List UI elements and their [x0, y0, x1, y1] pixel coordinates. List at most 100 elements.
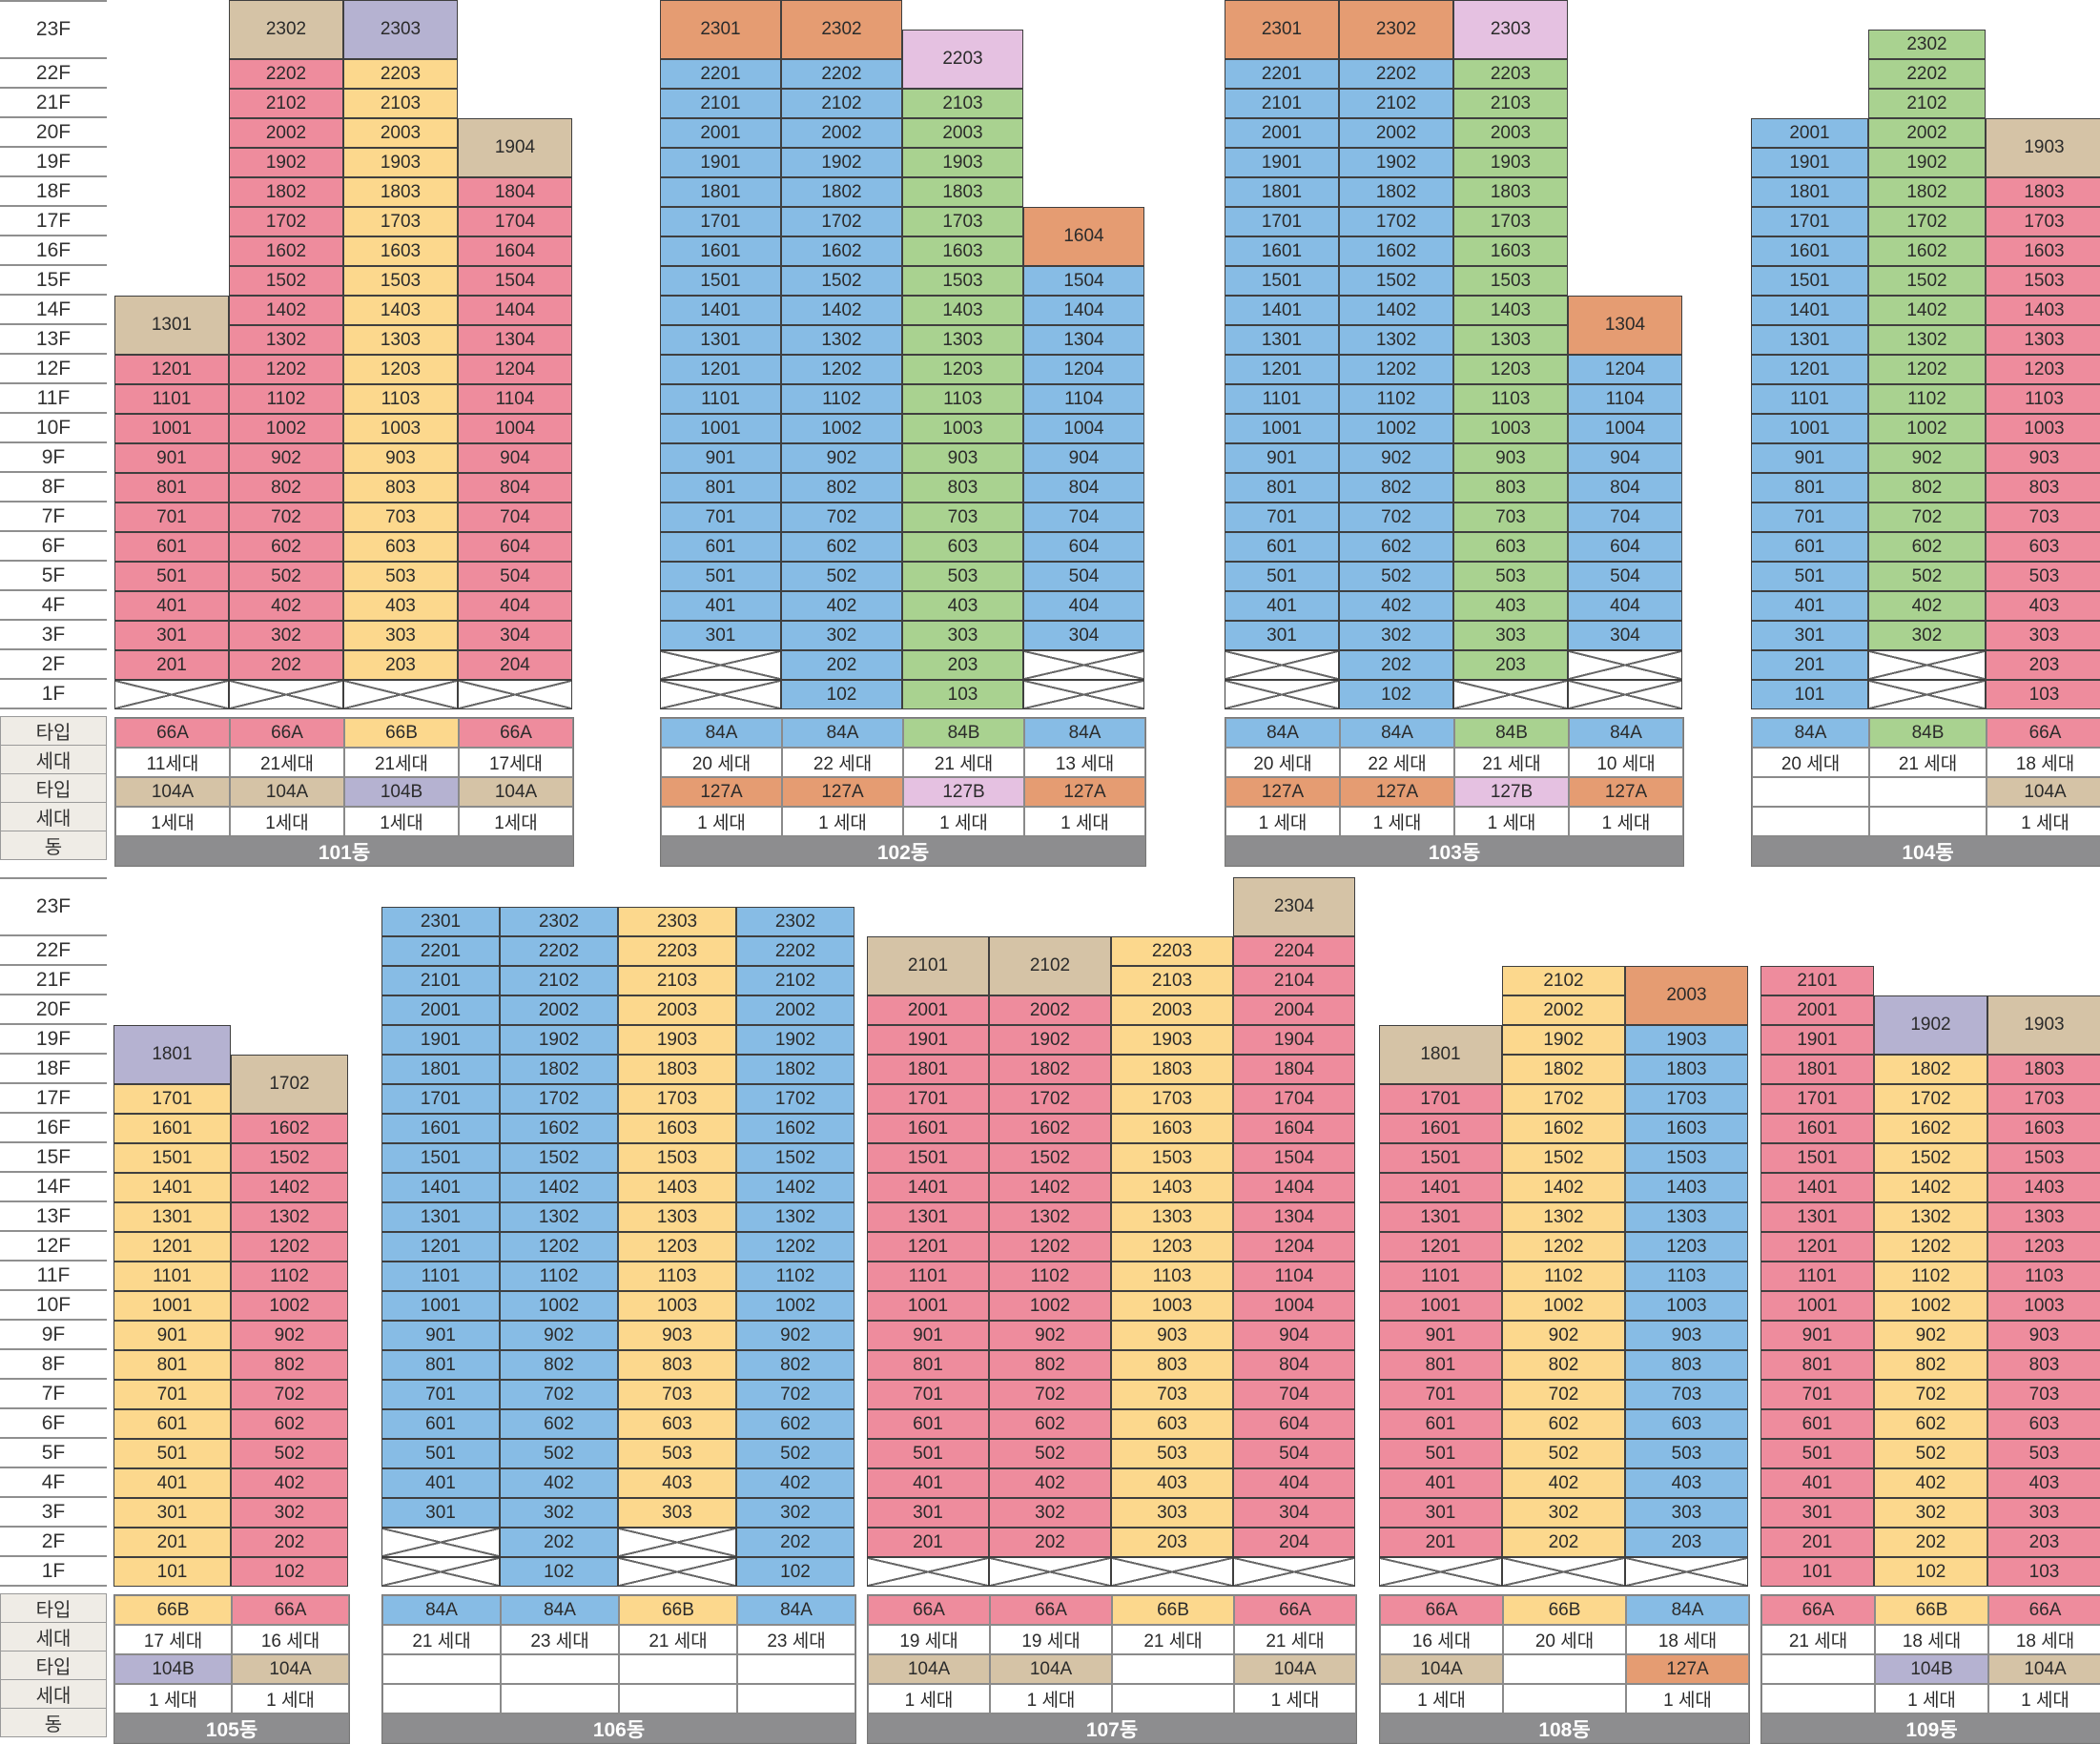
unit-cell: 1102	[231, 1262, 348, 1291]
unit-cell: 1903	[343, 148, 458, 177]
unit-cell: 1701	[1760, 1084, 1874, 1114]
unit-cell: 803	[1986, 473, 2100, 503]
floor-label: 19F	[0, 1025, 107, 1055]
floor-label: 21F	[0, 966, 107, 995]
unit-cell: 904	[458, 443, 572, 473]
unit-cell: 603	[1987, 1409, 2100, 1439]
unit-cell: 301	[381, 1498, 500, 1528]
unit-cell: 302	[736, 1498, 854, 1528]
unit-cell: 1702	[989, 1084, 1111, 1114]
unit-cell: 1402	[989, 1173, 1111, 1202]
unit-cell: 2002	[1502, 995, 1625, 1025]
unit-cell: 604	[458, 532, 572, 562]
unit-cell: 1602	[1502, 1114, 1625, 1143]
unit-cell: 1201	[867, 1232, 989, 1262]
unit-cell: 901	[113, 1321, 231, 1350]
unit-cell: 1503	[902, 266, 1023, 296]
unit-cell: 402	[1868, 591, 1986, 621]
unit-cell: 502	[989, 1439, 1111, 1468]
unit-cell: 703	[343, 503, 458, 532]
unit-cell: 404	[1023, 591, 1144, 621]
unit-cell: 1703	[343, 207, 458, 236]
unit-cell: 1201	[113, 1232, 231, 1262]
unit-cell: 2202	[1339, 59, 1453, 89]
unit-cell: 401	[1225, 591, 1339, 621]
household-count-cell: 17세대	[459, 748, 573, 777]
unit-cell: 503	[1987, 1439, 2100, 1468]
unit-cell: 1501	[113, 1143, 231, 1173]
unit-cell: 902	[1339, 443, 1453, 473]
floor-label: 8F	[0, 1350, 107, 1380]
unit-cell: 903	[1987, 1321, 2100, 1350]
floor-label: 8F	[0, 473, 107, 503]
household-count-cell: 21세대	[230, 748, 344, 777]
unit-cell: 1503	[618, 1143, 736, 1173]
household-count-cell	[1869, 807, 1987, 836]
unit-cell: 901	[1760, 1321, 1874, 1350]
unit-cell: 1603	[902, 236, 1023, 266]
unit-cell: 1401	[1379, 1173, 1502, 1202]
household-count-cell	[1112, 1684, 1234, 1713]
unit-cell: 503	[1111, 1439, 1233, 1468]
unit-cell: 1803	[618, 1055, 736, 1084]
unit-cell: 1803	[902, 177, 1023, 207]
unit-cell: 201	[1379, 1528, 1502, 1557]
unit-cell: 904	[1568, 443, 1682, 473]
unit-cell: 1902	[1339, 148, 1453, 177]
household-count-cell: 19 세대	[868, 1625, 990, 1654]
unit-type-cell: 66A	[230, 718, 344, 748]
unit-cell: 904	[1233, 1321, 1355, 1350]
unit-cell: 701	[113, 1380, 231, 1409]
unit-cell: 1304	[458, 325, 572, 355]
unit-type-cell: 66A	[232, 1595, 349, 1625]
unit-cell: 1101	[1379, 1262, 1502, 1291]
unit-cell: 503	[902, 562, 1023, 591]
unit-cell: 1803	[1111, 1055, 1233, 1084]
unit-cell: 1301	[114, 296, 229, 355]
unit-cell: 601	[660, 532, 781, 562]
unit-cell: 1001	[1760, 1291, 1874, 1321]
unit-cell: 1703	[1625, 1084, 1748, 1114]
building-summary: 84A 84A 84B 84A 20 세대 22 세대 21 세대 10 세대 127A 127A…	[1225, 717, 1684, 867]
unit-cell: 403	[1625, 1468, 1748, 1498]
unit-type-cell: 104A	[990, 1654, 1112, 1684]
unit-cell: 1003	[902, 414, 1023, 443]
unit-cell: 803	[1111, 1350, 1233, 1380]
unit-cell: 1801	[1225, 177, 1339, 207]
unit-grid: 2301 2201 2101 2001 1901 1801 1701 1601 1501 1401…	[1225, 0, 1684, 709]
unit-cell: 1601	[113, 1114, 231, 1143]
unit-cell: 602	[989, 1409, 1111, 1439]
unit-cell: 1501	[1379, 1143, 1502, 1173]
unit-cell: 1702	[231, 1055, 348, 1114]
unit-type-cell: 84A	[1569, 718, 1683, 748]
unit-cell: 1402	[1502, 1173, 1625, 1202]
unit-cell: 501	[381, 1439, 500, 1468]
unit-cell: 1402	[229, 296, 343, 325]
unit-cell: 302	[989, 1498, 1111, 1528]
summary-row-label: 동	[0, 1708, 107, 1737]
unit-cell: 1003	[618, 1291, 736, 1321]
unit-cell: 1703	[1987, 1084, 2100, 1114]
unit-cell: 2003	[1453, 118, 1568, 148]
unit-cell: 2103	[343, 89, 458, 118]
floor-label: 3F	[0, 1498, 107, 1528]
floor-label: 14F	[0, 1173, 107, 1202]
unit-grid: 2301 2201 2101 2001 1901 1801 1701 1601 1501 1401…	[660, 0, 1146, 709]
unit-type-cell: 127A	[1024, 777, 1145, 807]
unit-cell: 1603	[1111, 1114, 1233, 1143]
unit-cell: 603	[1111, 1409, 1233, 1439]
no-unit-cell	[1502, 1557, 1625, 1587]
unit-cell: 2103	[618, 966, 736, 995]
unit-cell: 1904	[1233, 1025, 1355, 1055]
unit-grid: 2301 2201 2101 2001 1901 1801 1701 1601 1501 1401…	[381, 877, 856, 1587]
building-summary: 66A 66A 66B 66A 19 세대 19 세대 21 세대 21 세대 104A 104A…	[867, 1594, 1357, 1744]
floor-axis: 23F 22F 21F 20F 19F 18F 17F 16F 15F 14F 13F 12F 11F 1…	[0, 0, 107, 860]
unit-type-cell: 66B	[1503, 1595, 1626, 1625]
unit-cell: 1604	[1023, 207, 1144, 266]
unit-cell: 703	[618, 1380, 736, 1409]
unit-cell: 1303	[1111, 1202, 1233, 1232]
unit-cell: 302	[1874, 1498, 1987, 1528]
unit-cell: 204	[1233, 1528, 1355, 1557]
household-count-cell: 20 세대	[661, 748, 782, 777]
unit-cell: 401	[113, 1468, 231, 1498]
